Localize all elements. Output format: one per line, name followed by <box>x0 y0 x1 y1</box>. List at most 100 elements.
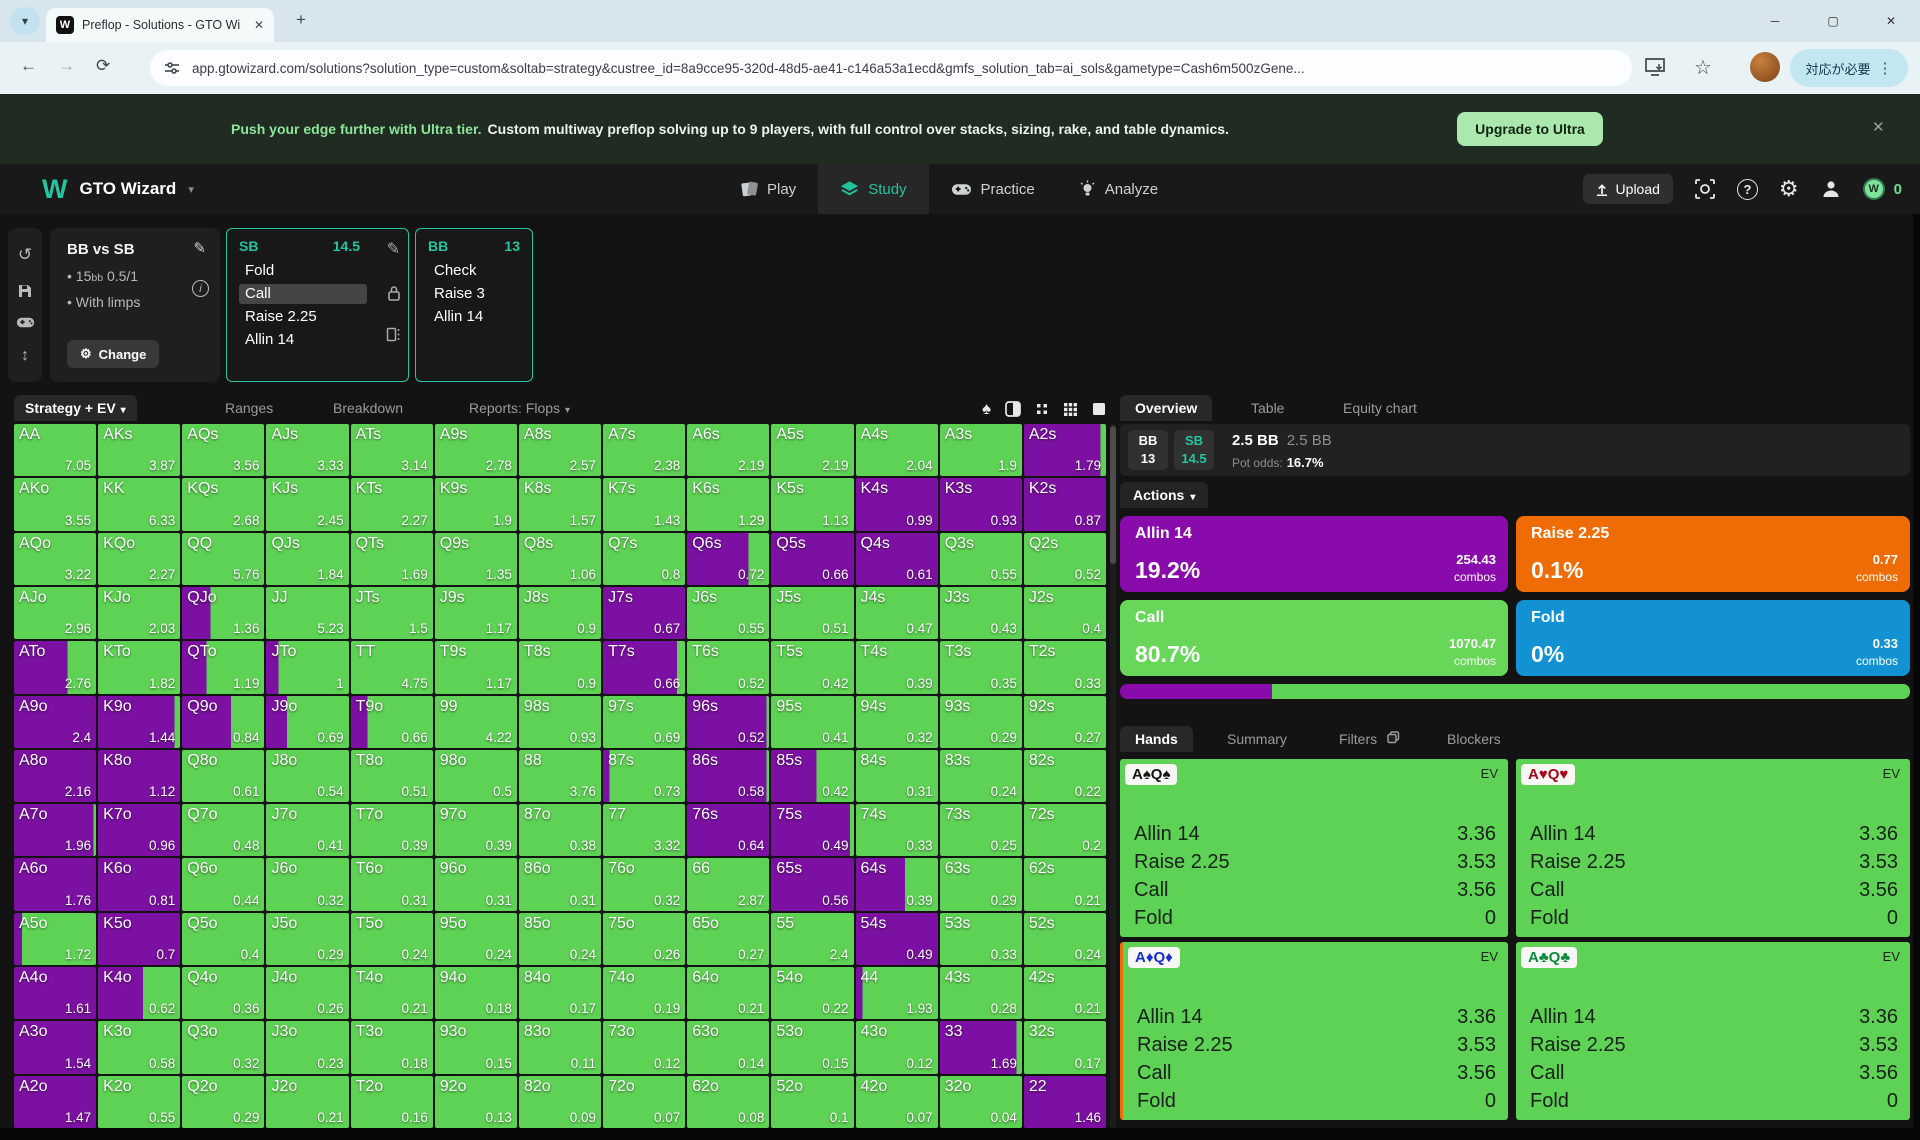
edit-config-icon[interactable]: ✎ <box>193 240 206 257</box>
browser-attention-button[interactable]: 対応が必要 ⋮ <box>1790 49 1908 87</box>
tab-hands[interactable]: Hands <box>1120 726 1193 752</box>
tab-filters[interactable]: Filters <box>1324 726 1415 752</box>
banner-close-icon[interactable]: ✕ <box>1872 119 1885 136</box>
matrix-cell-AKo[interactable]: AKo 3.55 <box>14 478 97 531</box>
matrix-cell-86o[interactable]: 86o 0.31 <box>518 858 602 911</box>
matrix-cell-K9o[interactable]: K9o 1.44 <box>98 695 181 748</box>
matrix-cell-A7o[interactable]: A7o 1.96 <box>14 804 97 857</box>
matrix-cell-T7s[interactable]: T7s 0.66 <box>603 641 686 694</box>
matrix-cell-AJs[interactable]: AJs 3.33 <box>266 424 349 477</box>
matrix-cell-A6o[interactable]: A6o 1.76 <box>14 858 97 911</box>
matrix-cell-94s[interactable]: 94s 0.32 <box>855 695 938 748</box>
matrix-cell-J7o[interactable]: J7o 0.41 <box>266 804 349 857</box>
matrix-cell-65s[interactable]: 65s 0.56 <box>771 858 854 911</box>
matrix-cell-K5o[interactable]: K5o 0.7 <box>98 912 181 966</box>
matrix-cell-82o[interactable]: 82o 0.09 <box>518 1075 602 1128</box>
tab-summary[interactable]: Summary <box>1227 731 1287 747</box>
tab-ranges[interactable]: Ranges <box>225 400 274 416</box>
matrix-cell-K6o[interactable]: K6o 0.81 <box>98 858 181 911</box>
matrix-cell-J8o[interactable]: J8o 0.54 <box>266 749 349 803</box>
matrix-cell-J3s[interactable]: J3s 0.43 <box>939 586 1022 640</box>
matrix-cell-98o[interactable]: 98o 0.5 <box>434 749 517 803</box>
matrix-cell-95s[interactable]: 95s 0.41 <box>771 695 854 748</box>
window-close-button[interactable]: ✕ <box>1885 14 1897 28</box>
forward-button[interactable]: → <box>58 56 75 75</box>
matrix-cell-J9s[interactable]: J9s 1.17 <box>434 586 517 640</box>
matrix-cell-KQs[interactable]: KQs 2.68 <box>182 478 265 531</box>
matrix-cell-53s[interactable]: 53s 0.33 <box>939 912 1022 966</box>
matrix-cell-ATo[interactable]: ATo 2.76 <box>14 641 97 694</box>
matrix-cell-K4o[interactable]: K4o 0.62 <box>98 967 181 1020</box>
sb-edit-icon[interactable]: ✎ <box>386 241 401 258</box>
matrix-cell-32s[interactable]: 32s 0.17 <box>1023 1021 1106 1074</box>
solid-view-icon[interactable] <box>1092 402 1106 416</box>
tab-table[interactable]: Table <box>1251 400 1285 416</box>
install-app-icon[interactable] <box>1644 57 1666 77</box>
matrix-cell-53o[interactable]: 53o 0.15 <box>771 1021 854 1074</box>
dense-grid-icon[interactable] <box>1063 402 1078 417</box>
matrix-cell-32o[interactable]: 32o 0.04 <box>939 1075 1022 1128</box>
matrix-cell-QQ[interactable]: QQ 5.76 <box>182 532 265 585</box>
matrix-cell-75o[interactable]: 75o 0.26 <box>603 912 686 966</box>
matrix-cell-93o[interactable]: 93o 0.15 <box>434 1021 517 1074</box>
action-box-allin[interactable]: Allin 14 19.2% 254.43 combos <box>1120 516 1508 592</box>
matrix-cell-87s[interactable]: 87s 0.73 <box>603 749 686 803</box>
matrix-cell-T8o[interactable]: T8o 0.51 <box>350 749 433 803</box>
matrix-cell-Q8s[interactable]: Q8s 1.06 <box>518 532 602 585</box>
matrix-cell-T4s[interactable]: T4s 0.39 <box>855 641 938 694</box>
matrix-cell-66[interactable]: 66 2.87 <box>687 858 770 911</box>
matrix-cell-KTs[interactable]: KTs 2.27 <box>350 478 433 531</box>
matrix-cell-QTo[interactable]: QTo 1.19 <box>182 641 265 694</box>
matrix-cell-Q4o[interactable]: Q4o 0.36 <box>182 967 265 1020</box>
brand-caret-icon[interactable]: ▾ <box>188 183 194 196</box>
save-icon[interactable] <box>17 283 33 299</box>
actions-dropdown[interactable]: Actions ▾ <box>1120 482 1209 508</box>
matrix-cell-54o[interactable]: 54o 0.22 <box>771 967 854 1020</box>
matrix-cell-44[interactable]: 44 1.93 <box>855 967 938 1020</box>
matrix-cell-AQs[interactable]: AQs 3.56 <box>182 424 265 477</box>
matrix-cell-T9s[interactable]: T9s 1.17 <box>434 641 517 694</box>
matrix-cell-T2s[interactable]: T2s 0.33 <box>1023 641 1106 694</box>
matrix-cell-74o[interactable]: 74o 0.19 <box>603 967 686 1020</box>
matrix-cell-J6o[interactable]: J6o 0.32 <box>266 858 349 911</box>
matrix-cell-T6o[interactable]: T6o 0.31 <box>350 858 433 911</box>
matrix-cell-J6s[interactable]: J6s 0.55 <box>687 586 770 640</box>
matrix-cell-Q6s[interactable]: Q6s 0.72 <box>687 532 770 585</box>
matrix-cell-K2o[interactable]: K2o 0.55 <box>98 1075 181 1128</box>
matrix-cell-83o[interactable]: 83o 0.11 <box>518 1021 602 1074</box>
matrix-cell-J8s[interactable]: J8s 0.9 <box>518 586 602 640</box>
matrix-cell-33[interactable]: 33 1.69 <box>939 1021 1022 1074</box>
matrix-cell-AJo[interactable]: AJo 2.96 <box>14 586 97 640</box>
matrix-cell-Q5o[interactable]: Q5o 0.4 <box>182 912 265 966</box>
tab-close-icon[interactable]: ✕ <box>253 18 264 32</box>
sb-action-allin[interactable]: Allin 14 <box>245 331 295 348</box>
matrix-cell-Q3s[interactable]: Q3s 0.55 <box>939 532 1022 585</box>
matrix-cell-98s[interactable]: 98s 0.93 <box>518 695 602 748</box>
action-box-raise[interactable]: Raise 2.25 0.1% 0.77 combos <box>1516 516 1910 592</box>
matrix-cell-83s[interactable]: 83s 0.24 <box>939 749 1022 803</box>
matrix-cell-Q9s[interactable]: Q9s 1.35 <box>434 532 517 585</box>
matrix-cell-73o[interactable]: 73o 0.12 <box>603 1021 686 1074</box>
back-button[interactable]: ← <box>20 56 37 75</box>
matrix-cell-Q4s[interactable]: Q4s 0.61 <box>855 532 938 585</box>
account-icon[interactable] <box>1820 178 1842 200</box>
matrix-cell-JTs[interactable]: JTs 1.5 <box>350 586 433 640</box>
matrix-cell-52o[interactable]: 52o 0.1 <box>771 1075 854 1128</box>
matrix-cell-A2s[interactable]: A2s 1.79 <box>1023 424 1106 477</box>
matrix-cell-J2s[interactable]: J2s 0.4 <box>1023 586 1106 640</box>
bb-action-check[interactable]: Check <box>434 262 477 279</box>
matrix-cell-T5o[interactable]: T5o 0.24 <box>350 912 433 966</box>
matrix-cell-Q7o[interactable]: Q7o 0.48 <box>182 804 265 857</box>
matrix-cell-63o[interactable]: 63o 0.14 <box>687 1021 770 1074</box>
matrix-cell-54s[interactable]: 54s 0.49 <box>855 912 938 966</box>
stack-depth-icon[interactable]: ↕ <box>21 347 29 365</box>
tab-overview[interactable]: Overview <box>1120 395 1213 421</box>
matrix-cell-A6s[interactable]: A6s 2.19 <box>687 424 770 477</box>
matrix-cell-74s[interactable]: 74s 0.33 <box>855 804 938 857</box>
tab-reports-flops[interactable]: Reports: Flops ▾ <box>469 400 571 416</box>
matrix-cell-76s[interactable]: 76s 0.64 <box>687 804 770 857</box>
matrix-cell-Q7s[interactable]: Q7s 0.8 <box>603 532 686 585</box>
matrix-cell-63s[interactable]: 63s 0.29 <box>939 858 1022 911</box>
profile-avatar[interactable] <box>1750 52 1780 82</box>
matrix-cell-A3s[interactable]: A3s 1.9 <box>939 424 1022 477</box>
